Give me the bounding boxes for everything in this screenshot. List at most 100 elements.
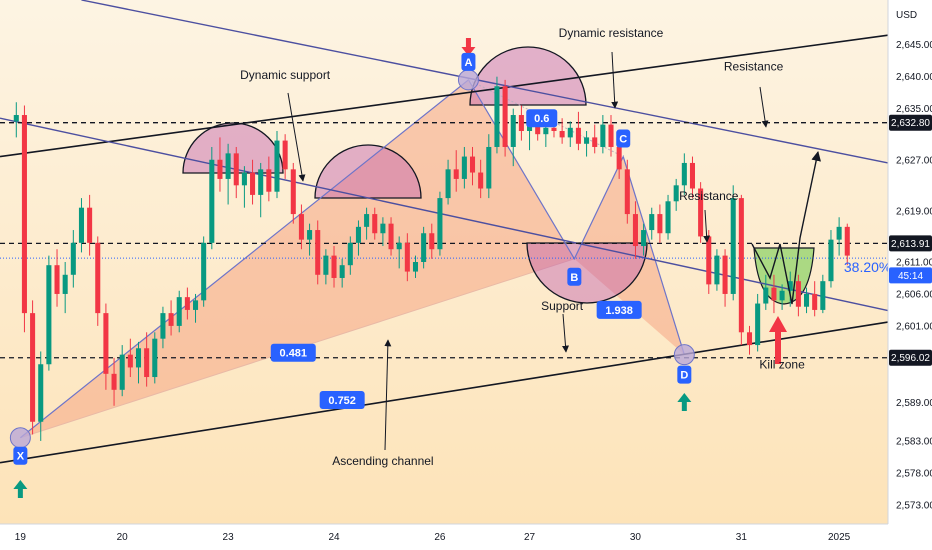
candle[interactable]	[665, 194, 671, 240]
candle[interactable]	[307, 223, 313, 256]
candle[interactable]	[274, 131, 280, 199]
candle[interactable]	[453, 150, 459, 192]
point-tag-c[interactable]	[616, 129, 631, 148]
candle[interactable]	[87, 194, 93, 256]
candle[interactable]	[738, 194, 744, 346]
candle[interactable]	[510, 108, 516, 167]
candle[interactable]	[559, 118, 565, 144]
candle[interactable]	[290, 162, 296, 224]
time-axis[interactable]	[0, 524, 888, 550]
candle[interactable]	[339, 258, 345, 288]
candle[interactable]	[478, 159, 484, 199]
candle[interactable]	[331, 246, 337, 288]
candle[interactable]	[364, 207, 370, 240]
candle[interactable]	[127, 338, 133, 378]
candle[interactable]	[78, 198, 84, 253]
point-tag-a[interactable]	[461, 52, 476, 71]
candle[interactable]	[461, 146, 467, 189]
candle[interactable]	[608, 115, 614, 157]
candle[interactable]	[469, 146, 476, 186]
candle[interactable]	[828, 230, 834, 288]
candle[interactable]	[315, 220, 321, 285]
candle[interactable]	[201, 236, 207, 307]
candle[interactable]	[649, 207, 655, 240]
candle[interactable]	[168, 300, 174, 336]
candle[interactable]	[567, 121, 573, 147]
candle[interactable]	[624, 159, 630, 224]
ratio-tag[interactable]	[319, 391, 365, 410]
candle[interactable]	[812, 281, 818, 317]
candle[interactable]	[388, 217, 394, 256]
candle[interactable]	[176, 290, 182, 333]
candle[interactable]	[144, 332, 150, 387]
candle[interactable]	[730, 185, 736, 301]
candle[interactable]	[714, 249, 720, 291]
candle[interactable]	[46, 255, 52, 371]
candle[interactable]	[347, 236, 353, 275]
candle[interactable]	[657, 204, 663, 243]
candle[interactable]	[380, 217, 386, 247]
price-tag[interactable]	[889, 349, 932, 366]
candle[interactable]	[95, 236, 101, 326]
candle[interactable]	[323, 249, 329, 285]
candle[interactable]	[698, 182, 704, 243]
candle[interactable]	[486, 134, 492, 199]
candle[interactable]	[355, 220, 361, 256]
candle[interactable]	[763, 274, 769, 310]
candle[interactable]	[421, 226, 427, 269]
price-tag[interactable]	[889, 267, 932, 284]
candle[interactable]	[233, 146, 239, 199]
candle[interactable]	[779, 284, 785, 310]
candle[interactable]	[437, 191, 443, 256]
candle[interactable]	[445, 159, 451, 205]
candle[interactable]	[192, 293, 199, 323]
candle[interactable]	[209, 146, 215, 250]
candle[interactable]	[844, 223, 850, 266]
candle[interactable]	[681, 153, 687, 195]
candle[interactable]	[820, 274, 826, 314]
point-tag-d[interactable]	[677, 365, 692, 384]
candle[interactable]	[494, 76, 500, 154]
candle[interactable]	[250, 159, 256, 205]
candle[interactable]	[746, 325, 753, 355]
candle[interactable]	[502, 79, 508, 157]
ratio-tag[interactable]	[526, 109, 558, 128]
candle[interactable]	[103, 303, 109, 390]
candle[interactable]	[38, 351, 44, 441]
candle[interactable]	[62, 262, 68, 314]
channel-lower-line[interactable]	[0, 321, 889, 464]
channel-upper-line[interactable]	[0, 34, 889, 158]
candle[interactable]	[518, 105, 524, 141]
candle[interactable]	[584, 131, 590, 157]
candle[interactable]	[152, 332, 158, 384]
candle[interactable]	[258, 162, 264, 218]
candle[interactable]	[241, 166, 247, 208]
candle[interactable]	[632, 201, 638, 259]
candle[interactable]	[404, 233, 410, 282]
price-tag[interactable]	[889, 114, 932, 131]
candle[interactable]	[795, 274, 801, 317]
candle[interactable]	[771, 274, 777, 314]
ratio-tag[interactable]	[270, 343, 316, 362]
candle[interactable]	[787, 271, 793, 307]
candle[interactable]	[160, 306, 166, 349]
point-tag-x[interactable]	[13, 446, 28, 465]
candle[interactable]	[412, 255, 419, 278]
candle[interactable]	[600, 115, 606, 154]
candle[interactable]	[575, 111, 581, 151]
candle[interactable]	[21, 105, 27, 333]
candle[interactable]	[135, 341, 142, 384]
candle[interactable]	[372, 207, 378, 240]
candle[interactable]	[119, 345, 125, 397]
candle[interactable]	[396, 236, 402, 269]
candle[interactable]	[30, 300, 36, 435]
candle[interactable]	[804, 287, 810, 314]
candle[interactable]	[592, 124, 598, 154]
price-tag[interactable]	[889, 235, 932, 252]
dynamic-resistance-line[interactable]	[81, 0, 889, 164]
candle[interactable]	[673, 178, 679, 211]
candle[interactable]	[266, 156, 272, 202]
candle[interactable]	[689, 156, 696, 199]
candle[interactable]	[282, 134, 288, 179]
